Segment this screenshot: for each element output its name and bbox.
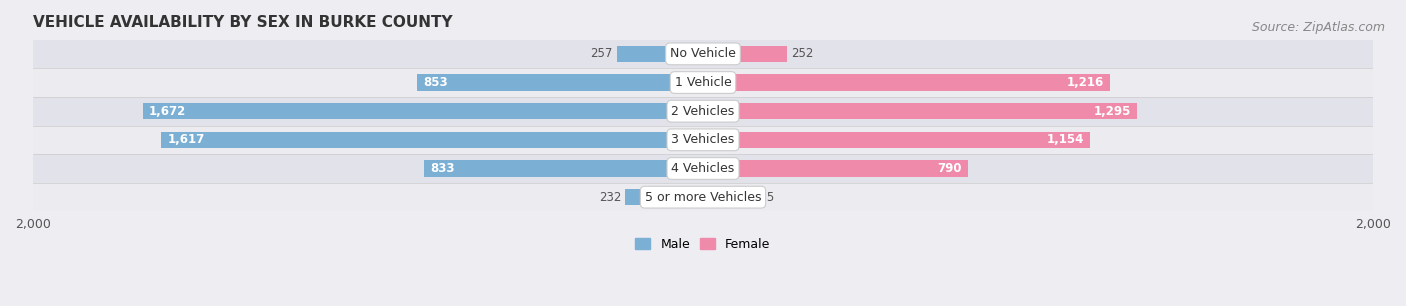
- Text: 1 Vehicle: 1 Vehicle: [675, 76, 731, 89]
- Text: 853: 853: [423, 76, 449, 89]
- Bar: [143, 103, 703, 120]
- Bar: [617, 46, 703, 62]
- Legend: Male, Female: Male, Female: [630, 233, 776, 256]
- Text: 232: 232: [599, 191, 621, 204]
- Text: 3 Vehicles: 3 Vehicles: [672, 133, 734, 146]
- Text: 1,672: 1,672: [149, 105, 186, 118]
- Text: 790: 790: [938, 162, 962, 175]
- Bar: [703, 46, 787, 62]
- Bar: [703, 74, 1111, 91]
- Text: 1,216: 1,216: [1067, 76, 1104, 89]
- Text: 4 Vehicles: 4 Vehicles: [672, 162, 734, 175]
- Bar: [425, 160, 703, 177]
- Text: No Vehicle: No Vehicle: [671, 47, 735, 60]
- Bar: [32, 125, 1374, 154]
- Bar: [32, 68, 1374, 97]
- Text: 257: 257: [591, 47, 613, 60]
- Bar: [703, 189, 748, 205]
- Bar: [162, 132, 703, 148]
- Text: VEHICLE AVAILABILITY BY SEX IN BURKE COUNTY: VEHICLE AVAILABILITY BY SEX IN BURKE COU…: [32, 15, 453, 30]
- Bar: [418, 74, 703, 91]
- Text: 135: 135: [752, 191, 775, 204]
- Bar: [703, 160, 967, 177]
- Bar: [32, 39, 1374, 68]
- Bar: [32, 97, 1374, 125]
- Bar: [32, 183, 1374, 211]
- Text: 1,295: 1,295: [1094, 105, 1130, 118]
- Bar: [626, 189, 703, 205]
- Text: 5 or more Vehicles: 5 or more Vehicles: [645, 191, 761, 204]
- Bar: [703, 103, 1137, 120]
- Text: 1,154: 1,154: [1046, 133, 1084, 146]
- Text: Source: ZipAtlas.com: Source: ZipAtlas.com: [1251, 21, 1385, 34]
- Bar: [32, 154, 1374, 183]
- Bar: [703, 132, 1090, 148]
- Text: 1,617: 1,617: [167, 133, 204, 146]
- Text: 252: 252: [792, 47, 814, 60]
- Text: 833: 833: [430, 162, 454, 175]
- Text: 2 Vehicles: 2 Vehicles: [672, 105, 734, 118]
